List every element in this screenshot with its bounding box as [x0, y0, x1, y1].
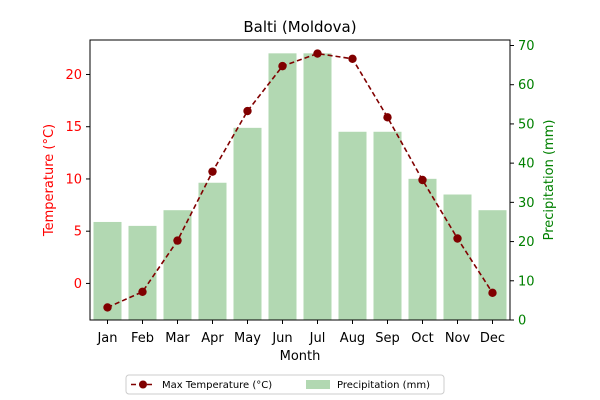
- y-left-tick-label-10: 10: [65, 172, 82, 187]
- temperature-point-apr: [208, 167, 217, 176]
- precip-bar-jun: [268, 53, 297, 320]
- x-tick-label-may: May: [234, 331, 261, 346]
- x-tick-label-oct: Oct: [411, 331, 433, 346]
- legend-entry-precipitation: Precipitation (mm): [337, 380, 430, 391]
- y-left-tick-label-15: 15: [65, 120, 82, 135]
- temperature-point-nov: [453, 234, 462, 243]
- bars-layer: [93, 53, 507, 320]
- legend-frame: [125, 374, 445, 395]
- x-tick-label-sep: Sep: [375, 331, 400, 346]
- y-right-tick-label-40: 40: [518, 157, 535, 172]
- y-right-axis-label: Precipitation (mm): [542, 120, 557, 241]
- temperature-point-jan: [103, 303, 112, 312]
- plot-frame: [89, 39, 511, 321]
- precip-bar-dec: [478, 210, 507, 320]
- y-left-tick-label-5: 5: [74, 225, 82, 240]
- x-tick-label-jan: Jan: [96, 331, 117, 346]
- y-left-tick-label-0: 0: [74, 277, 82, 292]
- precip-bar-nov: [443, 194, 472, 320]
- temperature-point-jul: [313, 49, 322, 58]
- temperature-point-oct: [418, 175, 427, 185]
- x-tick-label-mar: Mar: [165, 331, 190, 346]
- precip-bar-oct: [408, 178, 437, 320]
- temperature-line: [107, 52, 494, 309]
- y-left-axis-label: Temperature (°C): [42, 124, 57, 237]
- y-right-tick-label-30: 30: [518, 196, 535, 211]
- y-right-axis: 0 10 20 30 40 50 60 70: [510, 39, 535, 329]
- x-axis-label: Month: [280, 349, 321, 364]
- temperature-point-feb: [138, 287, 147, 296]
- precip-bar-feb: [128, 225, 157, 320]
- line-layer: [103, 49, 497, 312]
- x-tick-label-jul: Jul: [309, 331, 326, 346]
- temperature-point-aug: [348, 54, 357, 64]
- temperature-point-jun: [278, 61, 287, 71]
- temperature-point-may: [243, 106, 252, 116]
- precip-bar-aug: [338, 131, 367, 320]
- y-right-tick-label-70: 70: [518, 39, 535, 54]
- precip-bar-may: [233, 127, 262, 320]
- y-left-axis: 0 5 10 15 20: [65, 68, 90, 292]
- y-right-tick-label-50: 50: [518, 117, 535, 132]
- precip-bar-jul: [303, 53, 332, 320]
- x-axis: Jan Feb Mar Apr May Jun Jul Aug Sep Oct Nov Dec: [96, 320, 505, 346]
- x-tick-label-nov: Nov: [445, 331, 471, 346]
- temperature-point-mar: [173, 236, 182, 245]
- temperature-point-sep: [383, 113, 392, 122]
- y-right-tick-label-10: 10: [518, 274, 535, 289]
- chart-title: Balti (Moldova): [243, 18, 356, 36]
- x-tick-label-jun: Jun: [271, 331, 292, 346]
- legend-bar-sample: [306, 380, 330, 389]
- legend-entry-temperature: Max Temperature (°C): [162, 380, 272, 391]
- precip-bar-mar: [163, 210, 192, 320]
- y-right-tick-label-60: 60: [518, 78, 535, 93]
- temperature-point-dec: [488, 288, 497, 298]
- precip-bar-apr: [198, 182, 227, 320]
- x-tick-label-feb: Feb: [131, 331, 154, 346]
- y-right-tick-label-20: 20: [518, 235, 535, 250]
- legend: Max Temperature (°C) Precipitation (mm): [125, 374, 445, 395]
- x-tick-label-apr: Apr: [201, 331, 224, 346]
- precip-bar-sep: [373, 131, 402, 320]
- legend-marker-sample: [139, 380, 147, 389]
- y-right-tick-label-0: 0: [518, 314, 526, 329]
- x-tick-label-aug: Aug: [340, 331, 365, 346]
- x-tick-label-dec: Dec: [480, 331, 505, 346]
- y-left-tick-label-20: 20: [65, 68, 82, 83]
